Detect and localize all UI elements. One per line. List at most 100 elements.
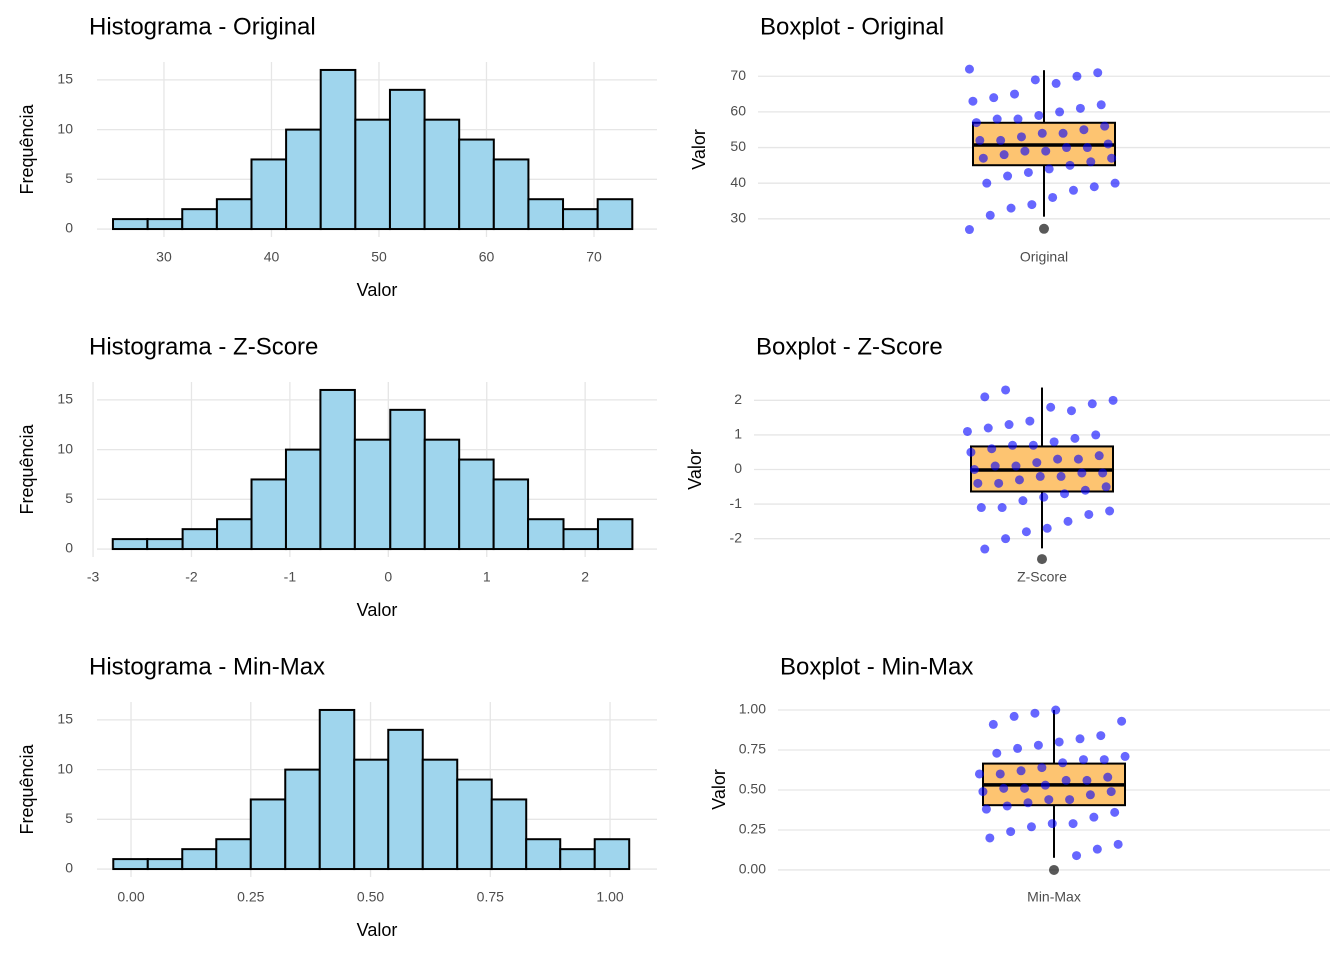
jitter-point bbox=[969, 465, 979, 474]
jitter-point bbox=[990, 461, 1000, 471]
jitter-point bbox=[1056, 471, 1066, 481]
jitter-point bbox=[1103, 772, 1113, 782]
jitter-point bbox=[1065, 160, 1075, 170]
jitter-point bbox=[1030, 708, 1040, 718]
y-tick-label: 30 bbox=[730, 210, 746, 226]
chart-title: Boxplot - Original bbox=[760, 13, 944, 40]
jitter-point bbox=[988, 719, 998, 729]
jitter-point bbox=[1004, 420, 1014, 430]
histogram-bar bbox=[319, 388, 356, 551]
jitter-point bbox=[1075, 103, 1085, 113]
jitter-point bbox=[978, 787, 988, 797]
histogram-bar bbox=[490, 798, 528, 871]
jitter-point bbox=[992, 748, 1002, 758]
y-axis-title: Frequência bbox=[17, 423, 37, 514]
jitter-point bbox=[1032, 458, 1042, 468]
jitter-point bbox=[1091, 430, 1101, 440]
jitter-point bbox=[1021, 527, 1031, 537]
jitter-point bbox=[1006, 203, 1016, 213]
histogram-bar bbox=[562, 208, 599, 231]
outlier bbox=[1039, 223, 1049, 234]
jitter-point bbox=[1089, 182, 1099, 192]
histogram-bar bbox=[387, 728, 424, 871]
y-tick-label: 5 bbox=[65, 810, 73, 826]
jitter-point bbox=[1066, 406, 1076, 416]
x-tick-label: 0.25 bbox=[237, 889, 264, 905]
y-tick-label: 50 bbox=[730, 138, 746, 154]
y-tick-label: 15 bbox=[57, 71, 73, 87]
jitter-point bbox=[1060, 489, 1070, 499]
histogram-bar bbox=[111, 538, 149, 551]
jitter-point bbox=[1082, 775, 1092, 785]
jitter-point bbox=[983, 423, 993, 433]
jitter-point bbox=[1035, 471, 1045, 481]
jitter-point bbox=[1053, 454, 1063, 464]
jitter-point bbox=[1025, 416, 1035, 426]
x-tick-label: 1 bbox=[483, 569, 491, 585]
jitter-point bbox=[1046, 402, 1056, 412]
chart-title: Boxplot - Min-Max bbox=[780, 653, 973, 680]
jitter-point bbox=[1100, 121, 1110, 131]
jitter-point bbox=[994, 478, 1004, 488]
jitter-point bbox=[1018, 496, 1028, 506]
jitter-point bbox=[1105, 506, 1115, 516]
jitter-point bbox=[1086, 157, 1096, 167]
histogram-bar bbox=[250, 478, 287, 551]
y-tick-label: 15 bbox=[57, 711, 73, 727]
y-tick-label: 10 bbox=[57, 120, 73, 136]
jitter-point bbox=[1055, 107, 1065, 117]
x-tick-label: 70 bbox=[586, 249, 602, 265]
jitter-point bbox=[1023, 798, 1033, 808]
jitter-point bbox=[1070, 433, 1080, 443]
jitter-point bbox=[1001, 385, 1011, 395]
jitter-point bbox=[980, 544, 990, 554]
chart-title: Histograma - Original bbox=[89, 13, 316, 40]
histogram-bar bbox=[215, 198, 253, 231]
jitter-point bbox=[1010, 89, 1020, 99]
jitter-point bbox=[1093, 68, 1103, 78]
histogram-bar bbox=[559, 848, 596, 871]
histogram-bar bbox=[354, 118, 391, 231]
jitter-point bbox=[1016, 132, 1026, 142]
jitter-point bbox=[982, 178, 992, 188]
jitter-point bbox=[995, 769, 1005, 779]
histogram-bar bbox=[492, 478, 530, 551]
histogram-bar bbox=[181, 848, 218, 871]
jitter-point bbox=[1082, 143, 1092, 153]
histogram-bar bbox=[458, 138, 495, 231]
x-tick-label: -1 bbox=[284, 569, 297, 585]
histogram-bar bbox=[249, 798, 287, 871]
jitter-point bbox=[968, 96, 978, 106]
jitter-point bbox=[1068, 819, 1078, 829]
y-tick-label: 40 bbox=[730, 174, 746, 190]
jitter-point bbox=[1049, 437, 1059, 447]
jitter-point bbox=[999, 783, 1009, 793]
jitter-point bbox=[1065, 795, 1075, 805]
jitter-point bbox=[1075, 734, 1085, 744]
jitter-point bbox=[980, 392, 990, 402]
jitter-point bbox=[1072, 851, 1082, 861]
jitter-point bbox=[1003, 171, 1013, 181]
jitter-point bbox=[1089, 812, 1099, 822]
histogram-bar bbox=[525, 838, 562, 871]
y-tick-label: 10 bbox=[57, 440, 73, 456]
jitter-point bbox=[985, 833, 995, 843]
jitter-point bbox=[1028, 440, 1038, 450]
histogram-bar bbox=[146, 218, 184, 231]
jitter-point bbox=[999, 150, 1009, 160]
jitter-point bbox=[1009, 711, 1019, 721]
jitter-point bbox=[978, 153, 988, 163]
jitter-point bbox=[966, 447, 976, 457]
y-tick-label: 70 bbox=[730, 67, 746, 83]
x-tick-label: 60 bbox=[479, 249, 495, 265]
jitter-point bbox=[997, 503, 1007, 513]
jitter-point bbox=[1054, 737, 1064, 747]
x-tick-label: 30 bbox=[156, 249, 172, 265]
x-tick-label: Original bbox=[1020, 249, 1068, 265]
x-tick-label: 1.00 bbox=[596, 889, 623, 905]
outlier bbox=[1037, 554, 1047, 565]
histogram-bar bbox=[527, 518, 565, 551]
jitter-point bbox=[1080, 485, 1090, 495]
x-tick-label: 0.00 bbox=[117, 889, 144, 905]
jitter-point bbox=[1120, 751, 1130, 761]
